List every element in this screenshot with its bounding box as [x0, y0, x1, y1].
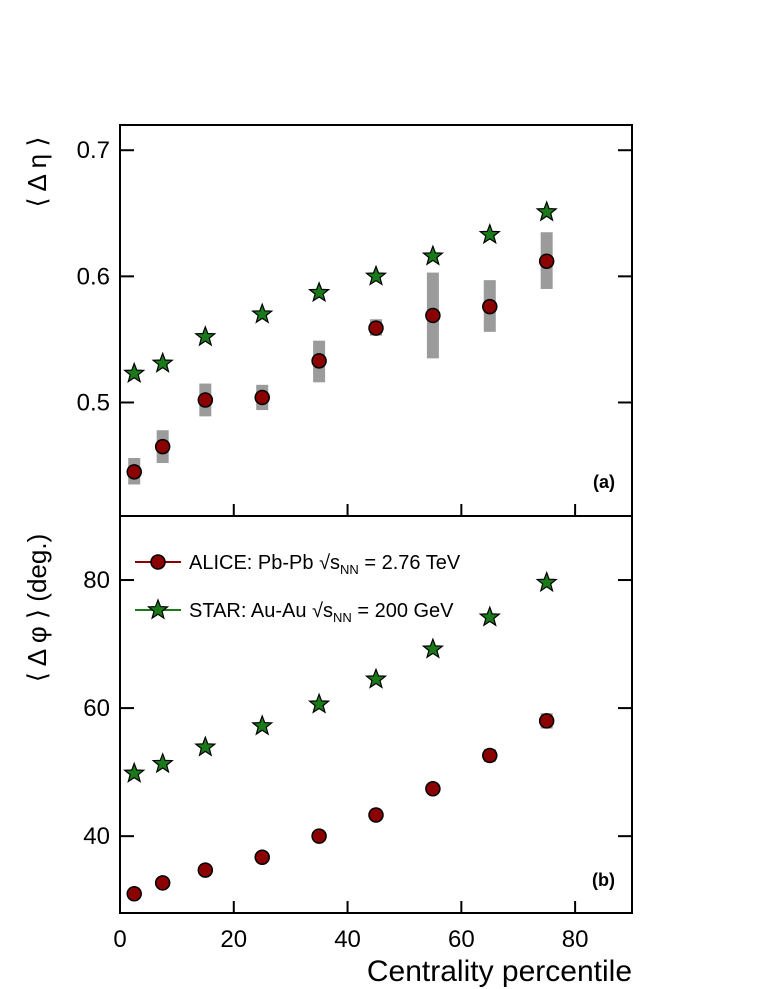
sqrt-sign: √: [319, 552, 330, 574]
legend-star-suffix: = 200 GeV: [352, 600, 454, 622]
sqrt-sign: √: [312, 600, 323, 622]
legend-star-marker: [146, 598, 170, 620]
star-data-point: [123, 361, 146, 383]
legend-star-label: STAR: Au-Au √sNN = 200 GeV: [189, 600, 454, 625]
alice-data-point: [126, 464, 142, 480]
legend-star-sub: NN: [333, 610, 352, 625]
star-data-point: [194, 735, 217, 757]
legend-alice-marker: [150, 554, 166, 570]
panel-b-ytick-label: 40: [83, 823, 110, 850]
legend-alice-label: ALICE: Pb-Pb √sNN = 2.76 TeV: [189, 552, 461, 577]
alice-data-point: [482, 747, 498, 764]
panel-a-ylabel: ⟨ Δ η ⟩: [22, 137, 52, 208]
panel-a-tag: (a): [593, 472, 615, 492]
alice-data-point: [311, 828, 327, 844]
star-data-point: [123, 761, 146, 783]
alice-data-point: [425, 781, 441, 797]
legend-alice-prefix: ALICE: Pb-Pb: [189, 552, 319, 574]
panel-b-xtick-label: 80: [562, 926, 589, 953]
alice-data-point: [425, 307, 441, 324]
x-axis-title: Centrality percentile: [367, 955, 632, 988]
alice-data-point: [482, 298, 498, 315]
panel-b-xtick-label: 20: [220, 926, 247, 953]
s-symbol: s: [330, 552, 340, 574]
panel-a-ytick-label: 0.6: [77, 263, 110, 290]
panel-b-systematics: [128, 713, 553, 897]
legend: ALICE: Pb-Pb √sNN = 2.76 TeV STAR: Au-Au…: [135, 552, 461, 625]
star-data-point: [307, 281, 331, 303]
panel-b-ylabel: ⟨ Δ φ ⟩ (deg.): [22, 534, 52, 682]
panel-b-tag: (b): [592, 870, 615, 890]
star-data-point: [251, 714, 274, 736]
panel-b-ytick-label: 80: [83, 567, 110, 594]
star-data-point: [251, 302, 274, 324]
s-symbol: s: [323, 600, 333, 622]
star-data-point: [364, 667, 388, 689]
star-data-point: [478, 605, 501, 627]
alice-data-point: [311, 353, 327, 369]
legend-alice-sub: NN: [340, 562, 359, 577]
alice-data-point: [154, 438, 171, 455]
alice-data-point: [254, 389, 270, 406]
star-data-point: [151, 752, 174, 774]
star-data-point: [421, 244, 445, 266]
star-data-point: [535, 200, 558, 222]
star-data-point: [421, 637, 445, 659]
alice-data-point: [126, 886, 142, 902]
panel-b-ytick-label: 60: [83, 695, 110, 722]
panel-a-ytick-label: 0.5: [77, 389, 110, 416]
star-data-point: [151, 351, 174, 373]
star-data-point: [478, 222, 501, 245]
panel-a-ytick-label: 0.7: [77, 137, 110, 164]
alice-data-point: [538, 713, 555, 729]
alice-data-point: [154, 875, 171, 891]
star-data-point: [364, 264, 388, 286]
alice-data-point: [254, 849, 270, 866]
alice-data-point: [368, 807, 384, 823]
legend-star-prefix: STAR: Au-Au: [189, 600, 312, 622]
legend-item-star: STAR: Au-Au √sNN = 200 GeV: [135, 598, 454, 625]
panel-a-points: [123, 200, 558, 480]
star-data-point: [194, 325, 217, 347]
panel-b-xtick-label: 40: [334, 926, 361, 953]
alice-data-point: [538, 253, 555, 269]
star-data-point: [535, 570, 558, 593]
legend-item-alice: ALICE: Pb-Pb √sNN = 2.76 TeV: [135, 552, 461, 577]
panel-a-systematics: [128, 232, 553, 485]
legend-alice-suffix: = 2.76 TeV: [359, 552, 461, 574]
panel-b-xtick-label: 0: [113, 926, 126, 953]
star-data-point: [307, 692, 331, 714]
panel-b-points: [123, 570, 558, 902]
panel-b-xtick-label: 60: [448, 926, 475, 953]
alice-data-point: [197, 862, 214, 878]
panel-b-frame: [119, 515, 633, 914]
alice-data-point: [368, 320, 384, 336]
axis-ticks: 0.5 0.6 0.7 40 60 80 0 20 40 60 80: [77, 137, 632, 953]
alice-data-point: [197, 392, 214, 408]
